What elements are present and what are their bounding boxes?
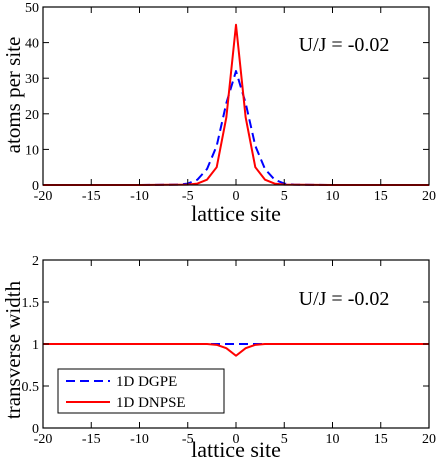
x-tick-label: 0 [233,189,240,204]
legend-label-dnpse: 1D DNPSE [116,395,186,411]
y-tick-label: 40 [25,37,39,52]
x-axis-label: lattice site [191,437,281,462]
y-tick-label: 2 [32,254,39,269]
y-tick-label: 0 [32,422,39,437]
x-tick-label: -15 [82,432,101,447]
y-tick-label: 50 [25,1,39,16]
x-tick-label: -5 [182,432,194,447]
y-axis-label: atoms per site [1,37,25,154]
y-tick-label: 30 [25,72,39,87]
axis-ticks: -20 -15 -10 -5 0 5 10 15 20 0 0.5 1 1.5 2 [22,254,436,447]
annotation: U/J = -0.02 [299,34,390,56]
panel-atoms-per-site: -20 -15 -10 -5 0 5 10 15 20 0 10 20 30 40 50 atoms per… [1,1,436,226]
y-tick-label: 1 [32,338,39,353]
series-line-1d-dgpe [43,70,429,186]
x-tick-label: -20 [34,432,53,447]
axis-ticks: -20 -15 -10 -5 0 5 10 15 20 0 10 20 30 40 50 [25,1,436,204]
series-lines [43,23,429,186]
series-line-1d-dnpse [43,23,429,186]
annotation: U/J = -0.02 [299,288,390,310]
legend: 1D DGPE 1D DNPSE [57,368,225,414]
x-tick-label: -5 [182,189,194,204]
x-tick-label: -10 [130,189,149,204]
y-tick-label: 20 [25,108,39,123]
x-axis-label: lattice site [191,201,281,226]
x-tick-label: 15 [374,432,388,447]
x-tick-label: 20 [422,432,436,447]
x-tick-label: 5 [281,189,288,204]
x-tick-label: 5 [281,432,288,447]
x-tick-label: 10 [326,189,340,204]
x-tick-label: -15 [82,189,101,204]
legend-label-dgpe: 1D DGPE [116,374,177,390]
series-line-1d-dnpse [43,343,429,357]
x-tick-label: 20 [422,189,436,204]
y-axis-label: transverse width [1,280,25,419]
y-tick-label: 0 [32,179,39,194]
x-tick-label: 10 [326,432,340,447]
x-tick-label: 0 [233,432,240,447]
y-tick-label: 1.5 [22,296,40,311]
x-tick-label: 15 [374,189,388,204]
y-tick-label: 10 [25,143,39,158]
legend-box [57,368,225,414]
x-tick-label: -20 [34,189,53,204]
panel-transverse-width: -20 -15 -10 -5 0 5 10 15 20 0 0.5 1 1.5 2 transverse … [1,254,436,462]
y-tick-label: 0.5 [22,380,40,395]
x-tick-label: -10 [130,432,149,447]
series-lines [43,343,429,357]
